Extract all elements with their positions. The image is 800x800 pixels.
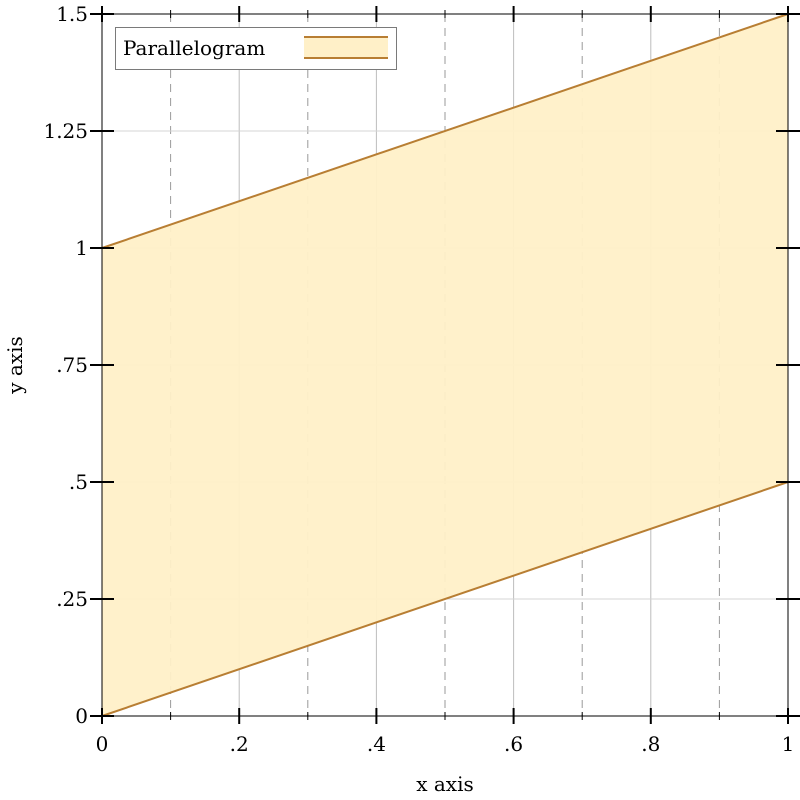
legend-swatch-fill bbox=[304, 37, 388, 58]
y-tick-label: .5 bbox=[69, 470, 88, 494]
x-tick-label: 1 bbox=[782, 732, 795, 756]
y-axis-label: y axis bbox=[3, 336, 27, 395]
legend-entry-label: Parallelogram bbox=[123, 36, 265, 60]
y-tick-label: 1.25 bbox=[43, 119, 88, 143]
x-tick-label: .4 bbox=[367, 732, 386, 756]
y-tick-label: 1 bbox=[75, 236, 88, 260]
y-tick-label: 0 bbox=[75, 704, 88, 728]
lower-boundary-line bbox=[101, 481, 789, 717]
legend-swatch bbox=[304, 36, 388, 59]
tick-labels: 0 .2 .4 .6 .8 1 0 .25 .5 .75 1 1.25 1.5 bbox=[43, 2, 794, 756]
y-tick-label: .75 bbox=[56, 353, 88, 377]
x-tick-label: .6 bbox=[504, 732, 523, 756]
x-tick-label: .8 bbox=[641, 732, 660, 756]
y-tick-label: .25 bbox=[56, 587, 88, 611]
x-axis-label: x axis bbox=[416, 772, 474, 796]
plot-area bbox=[101, 13, 789, 717]
axes bbox=[90, 6, 800, 724]
upper-boundary-line bbox=[101, 13, 789, 249]
x-tick-label: .2 bbox=[230, 732, 249, 756]
y-tick-label: 1.5 bbox=[56, 2, 88, 26]
x-tick-label: 0 bbox=[96, 732, 109, 756]
legend: Parallelogram bbox=[115, 27, 397, 70]
